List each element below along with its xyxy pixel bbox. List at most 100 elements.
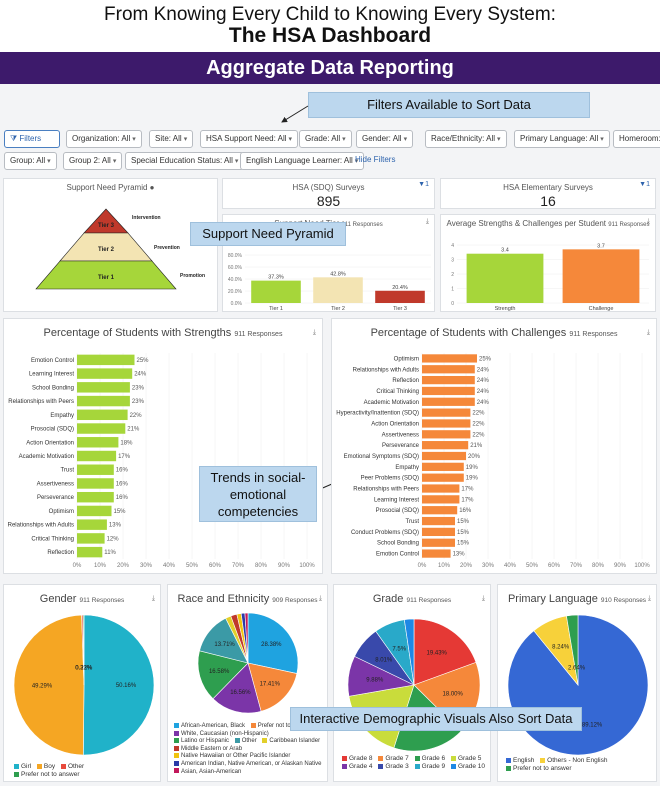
legend-item[interactable]: Other: [234, 738, 257, 744]
bar-value-label: 11%: [104, 550, 116, 556]
legend-item[interactable]: English: [506, 757, 534, 764]
bar-value-label: 22%: [472, 421, 485, 427]
x-tick-label: 50%: [526, 563, 539, 569]
pie-slice: [413, 618, 477, 686]
category-label: Trust: [406, 519, 420, 525]
filter-icon[interactable]: ▼1: [639, 181, 650, 188]
legend-item[interactable]: Other: [60, 763, 84, 770]
filter-chip[interactable]: Grade: All ▾: [299, 130, 352, 148]
filter-chip[interactable]: HSA Support Need: All ▾: [200, 130, 299, 148]
pie-slice: [247, 662, 298, 712]
bar: [77, 423, 126, 434]
filter-chip[interactable]: Gender: All ▾: [356, 130, 414, 148]
bar: [422, 441, 469, 450]
download-icon[interactable]: ⤓: [318, 595, 322, 602]
filter-chip[interactable]: English Language Learner: All ▾: [240, 152, 365, 170]
category-label: Action Orientation: [26, 440, 74, 446]
download-icon[interactable]: ⤓: [481, 595, 485, 602]
download-icon[interactable]: ⤓: [647, 595, 651, 602]
filter-icon[interactable]: ▼1: [418, 181, 429, 188]
filter-chip[interactable]: Primary Language: All ▾: [514, 130, 610, 148]
legend-item[interactable]: Grade 4: [342, 763, 373, 770]
bar-value-label: 16%: [116, 468, 129, 474]
language-card: Primary Language 910 Responses ⤓ 89.12% 8…: [497, 584, 657, 782]
bar-value-label: 19%: [466, 476, 479, 482]
tier-2-name: Tier 2: [98, 247, 115, 253]
filter-chip[interactable]: Special Education Status: All ▾: [125, 152, 245, 170]
download-icon[interactable]: ⤓: [151, 595, 155, 602]
legend-item[interactable]: Middle Eastern or Arab: [174, 745, 242, 752]
bar: [422, 365, 475, 374]
trends-callout: Trends in social-emotional competencies: [199, 466, 317, 522]
chevron-down-icon: ▾: [47, 158, 51, 165]
legend-item[interactable]: Asian, Asian-American: [174, 768, 241, 775]
bar-value-label: 23%: [132, 385, 145, 391]
strengths-card: Percentage of Students with Strengths 91…: [3, 318, 323, 574]
hide-filters-link[interactable]: Hide Filters: [355, 155, 396, 164]
pie-slice: [247, 612, 299, 674]
category-label: Prosocial (SDQ): [376, 508, 419, 514]
pyramid-tier-1: [35, 260, 177, 290]
demographics-callout: Interactive Demographic Visuals Also Sor…: [290, 707, 582, 731]
download-icon[interactable]: ⤓: [646, 218, 650, 225]
x-tick-label: Tier 1: [269, 306, 283, 312]
legend-swatch: [174, 730, 179, 736]
bar-value-label: 24%: [477, 389, 490, 395]
bar-value-label: 37.3%: [268, 275, 284, 281]
legend-item[interactable]: Latino or Hispanic: [174, 738, 229, 744]
download-icon[interactable]: ⤓: [312, 329, 316, 336]
grade-pie[interactable]: 19.43%18.00%17.34%9.88%8.01%7.5%: [334, 585, 492, 783]
y-tick-label: 60.0%: [228, 265, 243, 271]
legend-item[interactable]: Grade 9: [414, 763, 445, 770]
legend-swatch: [342, 763, 347, 769]
filters-button[interactable]: ⧩ Filters: [4, 130, 60, 148]
gender-legend: Girl Boy Other Prefer not to answer: [14, 763, 159, 779]
bar: [422, 549, 451, 558]
strengths-title: Percentage of Students with Strengths 91…: [43, 327, 283, 339]
filter-chip[interactable]: Group: All ▾: [4, 152, 57, 170]
legend-item[interactable]: Caribbean Islander: [262, 738, 320, 744]
legend-item[interactable]: Grade 10: [450, 763, 485, 770]
bar: [77, 395, 130, 407]
legend-item[interactable]: Grade 3: [378, 763, 409, 770]
legend-item[interactable]: Grade 7: [378, 755, 409, 762]
legend-item[interactable]: Prefer not to answer: [506, 765, 572, 772]
legend-item[interactable]: Boy: [36, 763, 55, 770]
legend-item[interactable]: White, Caucasian (non-Hispanic): [174, 730, 269, 737]
legend-item[interactable]: American Indian, Native American, or Ala…: [174, 760, 321, 767]
race-pie[interactable]: 28.38% 17.41% 16.56% 16.58% 13.71%: [168, 585, 329, 783]
legend-item[interactable]: Girl: [14, 763, 31, 770]
legend-item[interactable]: Prefer not to answer: [250, 723, 312, 729]
legend-item[interactable]: Others - Non English: [540, 757, 607, 764]
bar: [422, 419, 471, 428]
legend-item[interactable]: Grade 6: [414, 755, 445, 762]
legend-item[interactable]: Grade 5: [450, 755, 481, 762]
slice-value-label: 8.01%: [375, 657, 393, 663]
x-tick-label: 10%: [94, 563, 107, 569]
info-icon[interactable]: ●: [149, 183, 155, 192]
filter-chip[interactable]: Race/Ethnicity: All ▾: [425, 130, 507, 148]
filter-chip[interactable]: Group 2: All ▾: [63, 152, 123, 170]
slice-value-label: 19.43%: [427, 651, 448, 657]
filter-chip[interactable]: Organization: All ▾: [66, 130, 142, 148]
language-pie[interactable]: 89.12% 8.24% 2.64%: [498, 585, 658, 783]
bar-value-label: 15%: [114, 509, 127, 515]
x-tick-label: 10%: [438, 563, 451, 569]
bar-value-label: 24%: [477, 378, 490, 384]
gender-pie[interactable]: 50.16%49.29%0.33%0.22%: [4, 585, 162, 783]
legend-swatch: [234, 738, 240, 744]
legend-item[interactable]: African-American, Black: [174, 723, 245, 729]
tier-3-name: Tier 3: [98, 223, 115, 229]
download-icon[interactable]: ⤓: [425, 218, 429, 225]
bar-value-label: 16%: [116, 495, 129, 501]
filter-chip[interactable]: Site: All ▾: [149, 130, 194, 148]
filter-chip[interactable]: Homeroom: All▾: [613, 130, 660, 148]
x-tick-label: Tier 2: [331, 306, 345, 312]
legend-item[interactable]: Grade 8: [342, 755, 373, 762]
download-icon[interactable]: ⤓: [646, 329, 650, 336]
category-label: Optimism: [394, 356, 419, 362]
legend-item[interactable]: Native Hawaiian or Other Pacific Islande…: [174, 753, 290, 759]
legend-item[interactable]: Prefer not to answer: [14, 771, 80, 778]
support-pyramid[interactable]: Tier 3 Tier 2 Tier 1 Intervention Preven…: [4, 179, 219, 313]
bar-value-label: 13%: [453, 552, 466, 558]
